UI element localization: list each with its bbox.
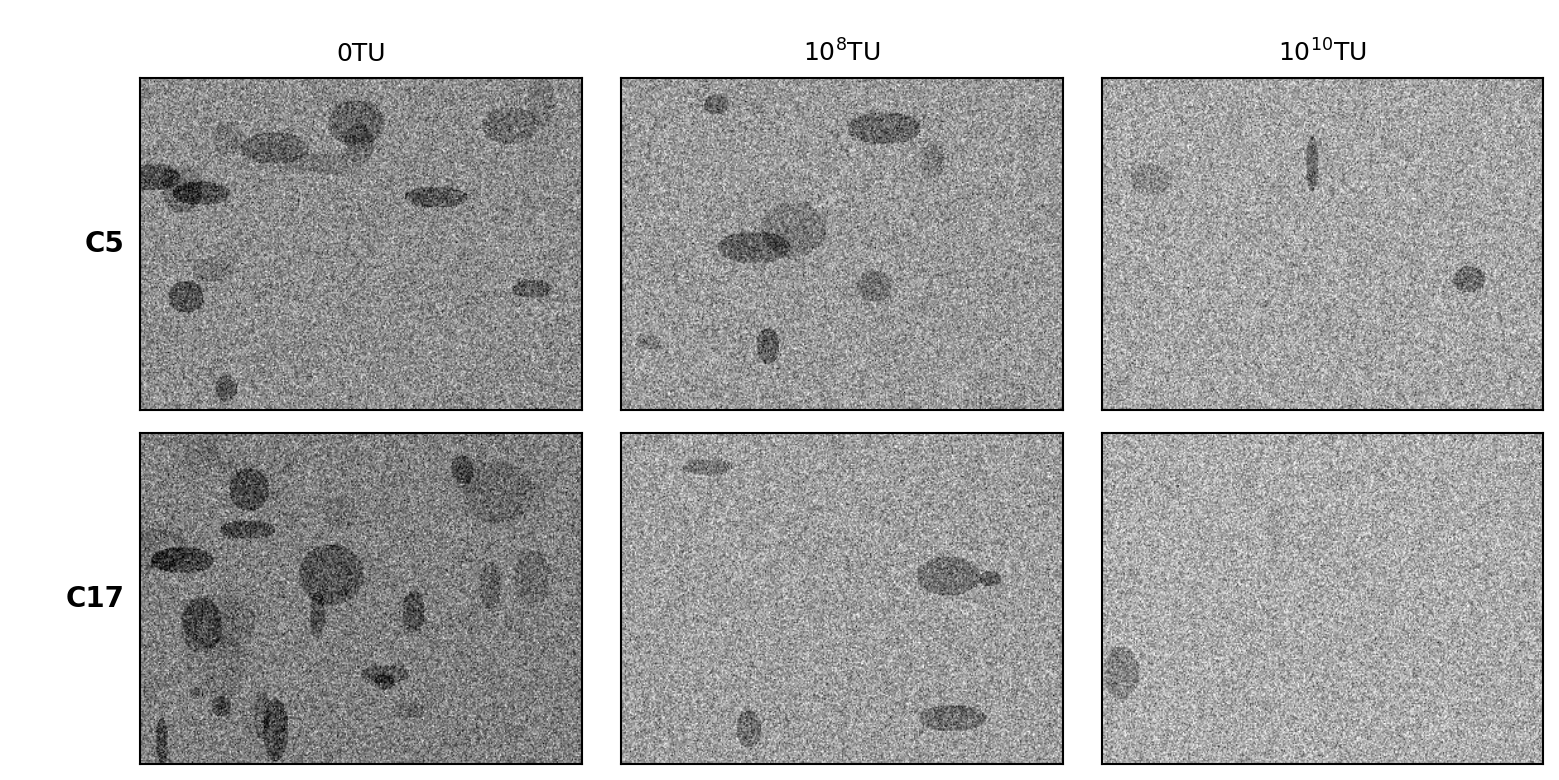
Text: 0TU: 0TU xyxy=(337,42,387,66)
Text: 10$^{10}$TU: 10$^{10}$TU xyxy=(1278,39,1367,66)
Text: 10$^{8}$TU: 10$^{8}$TU xyxy=(803,39,881,66)
Text: C5: C5 xyxy=(84,230,125,257)
Text: C17: C17 xyxy=(65,585,125,612)
